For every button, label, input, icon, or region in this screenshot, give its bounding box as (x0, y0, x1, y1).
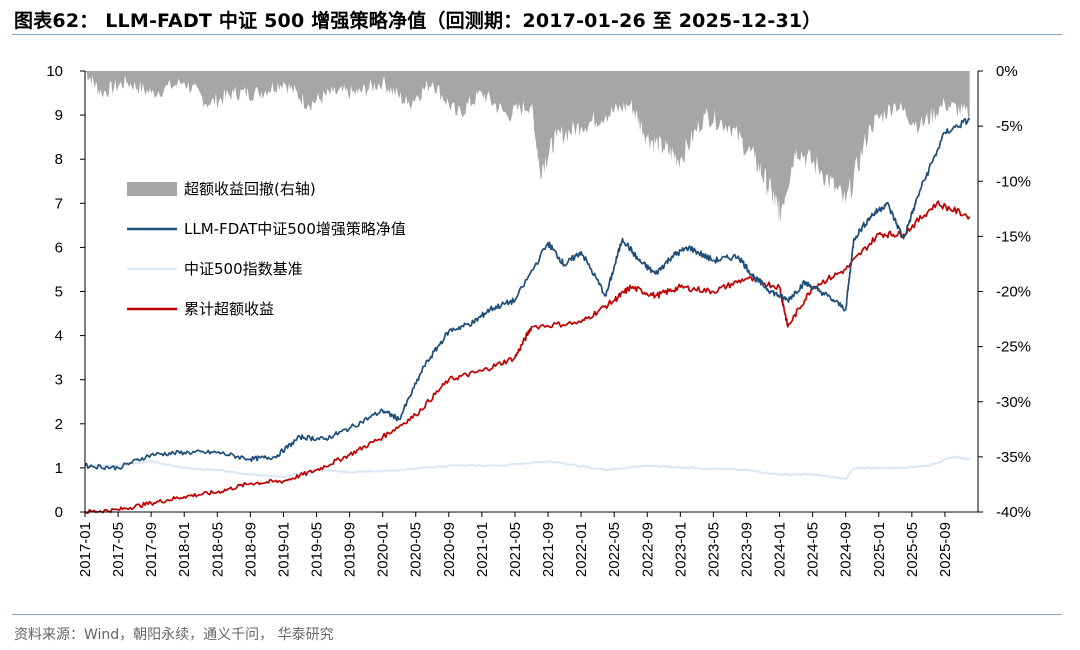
y-right-tick-label: -35% (996, 449, 1031, 466)
x-tick-label: 2025-09 (937, 522, 954, 577)
y-right-tick-label: -5% (996, 118, 1023, 135)
x-tick-label: 2023-01 (672, 522, 689, 577)
y-left-tick-label: 8 (55, 151, 63, 168)
footer-divider (12, 614, 1062, 615)
x-tick-label: 2023-05 (705, 522, 722, 577)
y-right-tick-label: -20% (996, 284, 1031, 301)
x-tick-label: 2021-05 (507, 522, 524, 577)
y-right-tick-label: -25% (996, 339, 1031, 356)
x-tick-label: 2017-09 (143, 522, 160, 577)
x-tick-label: 2018-01 (176, 522, 193, 577)
x-tick-label: 2021-09 (540, 522, 557, 577)
x-tick-label: 2018-09 (242, 522, 259, 577)
x-tick-label: 2020-09 (441, 522, 458, 577)
y-left-tick-label: 2 (55, 416, 63, 433)
x-tick-label: 2019-05 (309, 522, 326, 577)
x-tick-label: 2020-05 (408, 522, 425, 577)
source-note: 资料来源：Wind，朝阳永续，通义千问， 华泰研究 (14, 627, 334, 643)
x-tick-label: 2020-01 (375, 522, 392, 577)
y-right-tick-label: -10% (996, 173, 1031, 190)
x-tick-label: 2024-05 (805, 522, 822, 577)
y-left-tick-label: 0 (55, 504, 63, 521)
y-left-tick-label: 1 (55, 460, 63, 477)
legend-drawdown-label: 超额收益回撤(右轴) (184, 180, 316, 198)
legend-benchmark-label: 中证500指数基准 (184, 260, 303, 278)
chart-legend: 超额收益回撤(右轴) LLM-FDAT中证500增强策略净值中证500指数基准累计… (127, 180, 406, 318)
page-title: 图表62： LLM-FADT 中证 500 增强策略净值（回测期：2017-01… (14, 10, 822, 32)
x-tick-label: 2024-01 (772, 522, 789, 577)
y-right-tick-label: -40% (996, 504, 1031, 521)
legend-excess-label: 累计超额收益 (184, 300, 274, 318)
benchmark-line (84, 455, 970, 481)
line-series (84, 117, 971, 514)
y-left-tick-label: 3 (55, 372, 63, 389)
y-right-tick-label: 0% (996, 63, 1018, 80)
strategy-nav-line (84, 117, 971, 471)
x-tick-label: 2019-01 (275, 522, 292, 577)
x-tick-label: 2017-05 (110, 522, 127, 577)
y-left-tick-label: 4 (55, 328, 63, 345)
title-divider (12, 34, 1062, 35)
x-tick-label: 2022-09 (639, 522, 656, 577)
x-tick-label: 2022-01 (573, 522, 590, 577)
y-left-tick-label: 9 (55, 107, 63, 124)
y-left-tick-label: 7 (55, 195, 63, 212)
legend-drawdown-swatch (127, 182, 177, 196)
x-tick-label: 2019-09 (342, 522, 359, 577)
y-right-tick-label: -30% (996, 394, 1031, 411)
excess-return-line (84, 200, 971, 514)
y-right-tick-label: -15% (996, 228, 1031, 245)
x-tick-label: 2023-09 (739, 522, 756, 577)
chart-area: 0 1 2 3 4 5 6 7 8 9 10 0% -5% -10% -15% -20% -25% -30% -35… (46, 63, 1031, 577)
y-left-tick-label: 5 (55, 284, 63, 301)
x-tick-label: 2025-01 (871, 522, 888, 577)
y-left-tick-label: 6 (55, 239, 63, 256)
drawdown-area (85, 71, 970, 225)
x-tick-label: 2025-05 (904, 522, 921, 577)
x-tick-label: 2022-05 (606, 522, 623, 577)
legend-strategy-label: LLM-FDAT中证500增强策略净值 (184, 220, 406, 238)
drawdown-series (85, 71, 970, 225)
x-tick-label: 2021-01 (474, 522, 491, 577)
y-left-tick-label: 10 (46, 63, 63, 80)
x-tick-label: 2024-09 (838, 522, 855, 577)
x-tick-label: 2018-05 (209, 522, 226, 577)
x-tick-label: 2017-01 (77, 522, 94, 577)
chart-axes: 0 1 2 3 4 5 6 7 8 9 10 0% -5% -10% -15% -20% -25% -30% -35… (46, 63, 1031, 577)
